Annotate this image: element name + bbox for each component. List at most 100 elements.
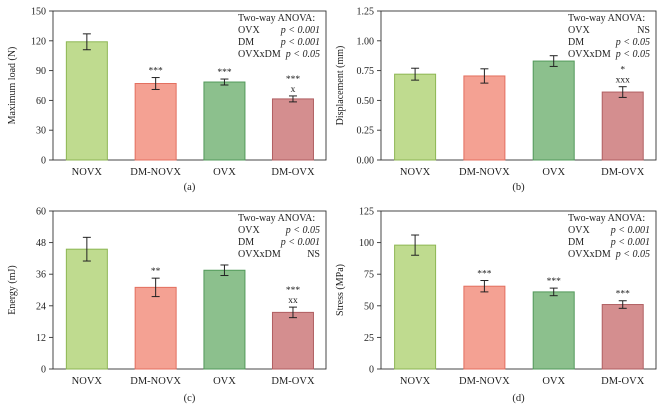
x-tick-label: DM-NOVX: [130, 376, 181, 387]
y-tick-label: 1.25: [357, 7, 375, 18]
anova-value: p < 0.001: [280, 37, 320, 48]
x-tick-label: NOVX: [400, 167, 431, 178]
chart-panel-2: 0.00 0.25 0.50 0.75 1.00 1.25 Displacement (mm…: [335, 7, 657, 193]
anova-value: p < 0.05: [615, 37, 650, 48]
x-tick-label: DM-NOVX: [459, 376, 510, 387]
x-tick-label: DM-OVX: [271, 376, 315, 387]
y-tick-label: 60: [36, 96, 46, 107]
significance-mark: ***: [217, 68, 232, 78]
anova-value: p < 0.05: [615, 49, 650, 60]
y-tick-label: 120: [31, 36, 46, 47]
y-tick-label: 150: [31, 7, 46, 18]
x-tick-label: OVX: [542, 167, 565, 178]
x-tick-label: DM-OVX: [601, 167, 645, 178]
bar: [271, 98, 314, 161]
y-tick-label: 100: [359, 238, 374, 249]
anova-factor: DM: [238, 37, 254, 48]
y-tick-label: 30: [36, 126, 46, 137]
significance-mark: ***: [286, 75, 301, 85]
bar: [601, 91, 644, 161]
y-tick-label: 25: [364, 333, 374, 344]
significance-mark: xxx: [616, 76, 631, 86]
bar: [203, 269, 246, 370]
plot-frame: [380, 210, 657, 370]
y-axis-label: Maximum load (N): [7, 47, 18, 125]
bar: [65, 248, 108, 370]
y-axis-label: Displacement (mm): [335, 46, 346, 126]
panel-label: (a): [184, 182, 196, 193]
anova-value: p < 0.001: [610, 237, 650, 248]
y-tick-label: 12: [36, 333, 46, 344]
anova-factor: DM: [568, 37, 584, 48]
plot-frame: [52, 10, 327, 161]
y-tick-label: 0: [369, 365, 374, 376]
anova-factor: OVXxDM: [568, 49, 611, 60]
anova-value: p < 0.001: [610, 225, 650, 236]
bar: [532, 60, 575, 161]
anova-value: p < 0.05: [285, 225, 320, 236]
plot-frame: [52, 210, 327, 370]
x-tick-label: DM-OVX: [271, 167, 315, 178]
significance-mark: x: [291, 85, 296, 95]
significance-mark: xx: [288, 296, 298, 306]
significance-mark: ***: [286, 286, 301, 296]
anova-value: p < 0.001: [280, 25, 320, 36]
chart-panel-3: 0 12 24 36 48 60 Energy (mJ) NOVX ** DM-NOVX OVX **…: [7, 207, 327, 404]
y-tick-label: 36: [36, 270, 46, 281]
significance-mark: ***: [616, 290, 631, 300]
chart-panel-1: 0 30 60 90 120 150 Maximum load (N) NOVX *** DM-N…: [7, 7, 327, 193]
y-tick-label: 0.25: [357, 126, 375, 137]
anova-factor: OVXxDM: [568, 249, 611, 260]
y-tick-label: 90: [36, 66, 46, 77]
panel-label: (b): [512, 182, 525, 193]
anova-factor: DM: [568, 237, 584, 248]
significance-mark: **: [151, 267, 161, 277]
y-tick-label: 0: [41, 156, 46, 167]
anova-factor: OVX: [238, 25, 260, 36]
chart-panel-4: 0 25 50 75 100 125 Stress (MPa) NOVX *** DM-NOVX *…: [335, 207, 657, 404]
x-tick-label: DM-OVX: [601, 376, 645, 387]
y-tick-label: 50: [364, 301, 374, 312]
bar: [394, 73, 437, 161]
y-axis-label: Stress (MPa): [335, 264, 346, 316]
significance-mark: ***: [547, 277, 562, 287]
x-tick-label: OVX: [213, 376, 236, 387]
x-tick-label: OVX: [213, 167, 236, 178]
y-tick-label: 60: [36, 207, 46, 218]
bar: [394, 244, 437, 370]
significance-mark: ***: [149, 67, 164, 77]
y-axis-label: Energy (mJ): [7, 265, 18, 315]
bar: [134, 286, 177, 370]
anova-factor: OVXxDM: [238, 249, 281, 260]
significance-mark: *: [620, 66, 625, 76]
anova-value: NS: [637, 25, 650, 36]
panel-label: (d): [512, 393, 525, 404]
anova-factor: OVX: [568, 25, 590, 36]
plot-frame: [380, 10, 657, 161]
anova-title: Two-way ANOVA:: [568, 213, 645, 224]
anova-title: Two-way ANOVA:: [238, 13, 315, 24]
significance-mark: ***: [477, 270, 492, 280]
x-tick-label: NOVX: [400, 376, 431, 387]
bar: [134, 83, 177, 161]
anova-factor: DM: [238, 237, 254, 248]
bar: [271, 311, 314, 370]
anova-value: p < 0.05: [615, 249, 650, 260]
y-tick-label: 0.75: [357, 66, 375, 77]
anova-factor: OVXxDM: [238, 49, 281, 60]
anova-title: Two-way ANOVA:: [568, 13, 645, 24]
bar: [601, 304, 644, 370]
bar: [463, 75, 506, 161]
bar: [463, 285, 506, 370]
x-tick-label: OVX: [542, 376, 565, 387]
x-tick-label: NOVX: [72, 167, 103, 178]
y-tick-label: 0.50: [357, 96, 375, 107]
y-tick-label: 24: [36, 301, 46, 312]
y-tick-label: 0.00: [357, 156, 375, 167]
anova-value: NS: [307, 249, 320, 260]
y-tick-label: 75: [364, 270, 374, 281]
anova-value: p < 0.001: [280, 237, 320, 248]
y-tick-label: 1.00: [357, 36, 375, 47]
y-tick-label: 125: [359, 207, 374, 218]
anova-factor: OVX: [238, 225, 260, 236]
